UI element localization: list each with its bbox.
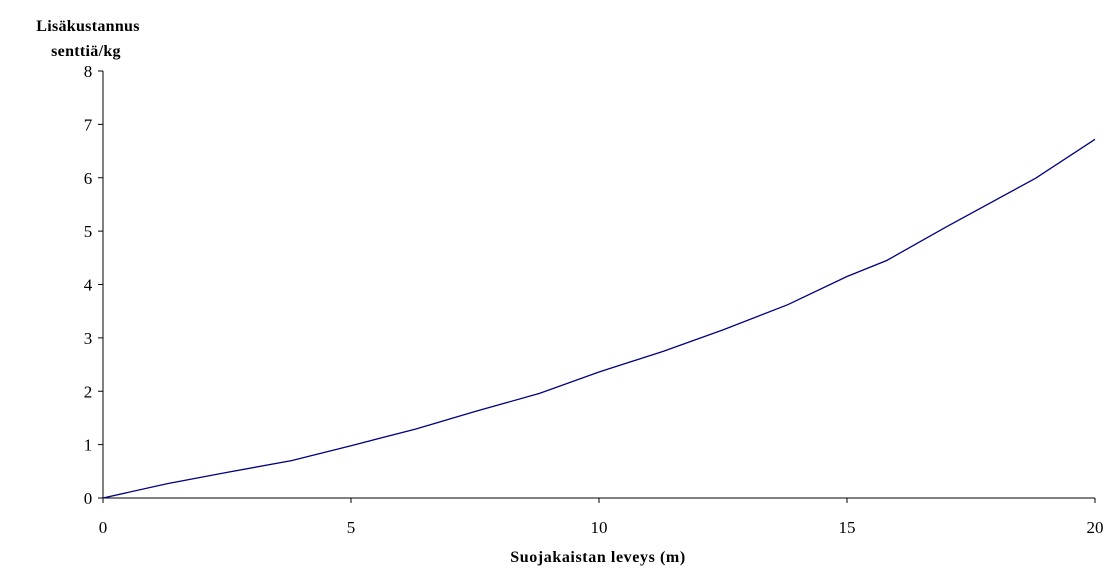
- y-axis-label-line-2: senttiä/kg: [51, 43, 121, 60]
- series-line: [102, 138, 1096, 499]
- y-tick-label: 0: [84, 489, 93, 508]
- x-tick-label: 10: [591, 518, 608, 537]
- x-tick-label: 0: [99, 518, 108, 537]
- y-tick-label: 1: [84, 436, 93, 455]
- x-axis-label: Suojakaistan leveys (m): [510, 549, 686, 566]
- y-tick-label: 6: [84, 169, 93, 188]
- y-axis-ticks: 0 1 2 3 4 5 6 7 8: [84, 62, 103, 508]
- y-tick-label: 2: [84, 382, 93, 401]
- y-axis-label: Lisäkustannus senttiä/kg: [36, 18, 140, 60]
- y-tick-label: 4: [84, 276, 93, 295]
- y-tick-label: 5: [84, 222, 93, 241]
- y-tick-label: 3: [84, 329, 93, 348]
- x-tick-label: 15: [839, 518, 856, 537]
- series-layer: [102, 138, 1096, 499]
- x-tick-label: 5: [347, 518, 356, 537]
- x-axis-ticks: 0 5 10 15 20: [99, 498, 1104, 537]
- x-tick-label: 20: [1087, 518, 1104, 537]
- y-axis-label-line-1: Lisäkustannus: [36, 18, 140, 35]
- y-tick-label: 8: [84, 62, 93, 81]
- y-tick-label: 7: [84, 115, 93, 134]
